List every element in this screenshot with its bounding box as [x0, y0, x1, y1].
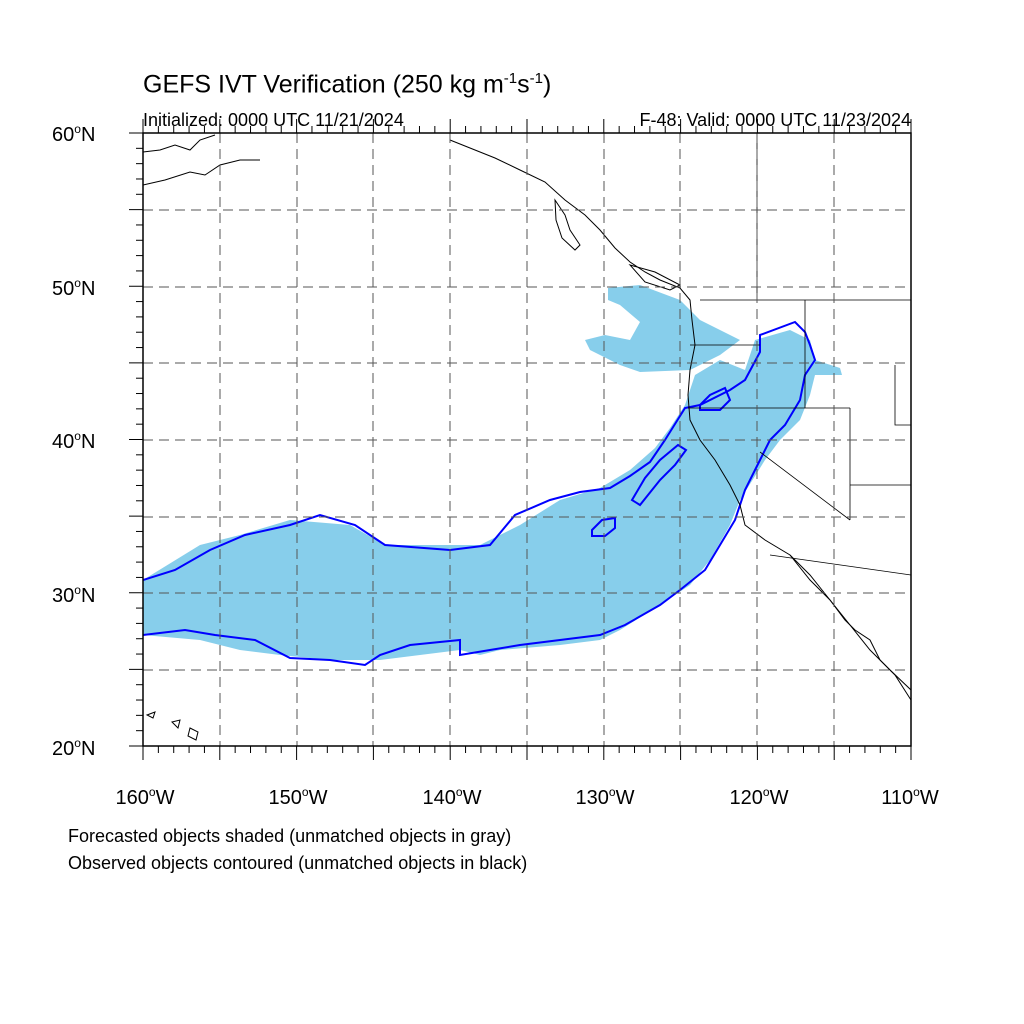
- initialized-label: Initialized: 0000 UTC 11/21/2024: [143, 110, 404, 130]
- forecast-object-shading: [143, 330, 842, 660]
- coastline-baja: [789, 554, 911, 701]
- lat-label-40: 40oN: [52, 429, 96, 453]
- lon-label-120: 120oW: [729, 785, 789, 809]
- lat-label-50: 50oN: [52, 276, 96, 300]
- lon-label-150: 150oW: [268, 785, 328, 809]
- lon-label-160: 160oW: [115, 785, 175, 809]
- chart-title: GEFS IVT Verification (250 kg m-1s-1): [143, 70, 552, 99]
- valid-time-label: F-48: Valid: 0000 UTC 11/23/2024: [639, 110, 912, 130]
- lon-label-140: 140oW: [422, 785, 482, 809]
- legend-note-observed: Observed objects contoured (unmatched ob…: [68, 853, 528, 873]
- grid-lines: [143, 133, 911, 746]
- observed-object-contour-inner-a: [699, 386, 732, 411]
- lat-label-60: 60oN: [52, 122, 96, 146]
- hawaii-islands: [145, 711, 199, 741]
- coastline-canada-islands: [554, 198, 682, 291]
- coastline-alaska: [143, 134, 260, 186]
- observed-object-contour-inner-c: [591, 516, 616, 537]
- lat-label-20: 20oN: [52, 736, 96, 760]
- axis-ticks: [129, 119, 912, 760]
- legend-note-forecast: Forecasted objects shaded (unmatched obj…: [68, 826, 512, 846]
- observed-object-contour: [143, 320, 817, 667]
- forecast-object-north-lobe: [585, 285, 740, 372]
- lat-label-30: 30oN: [52, 583, 96, 607]
- lon-label-110: 110oW: [881, 785, 939, 809]
- lon-label-130: 130oW: [575, 785, 635, 809]
- coastline-north-america: [449, 139, 911, 691]
